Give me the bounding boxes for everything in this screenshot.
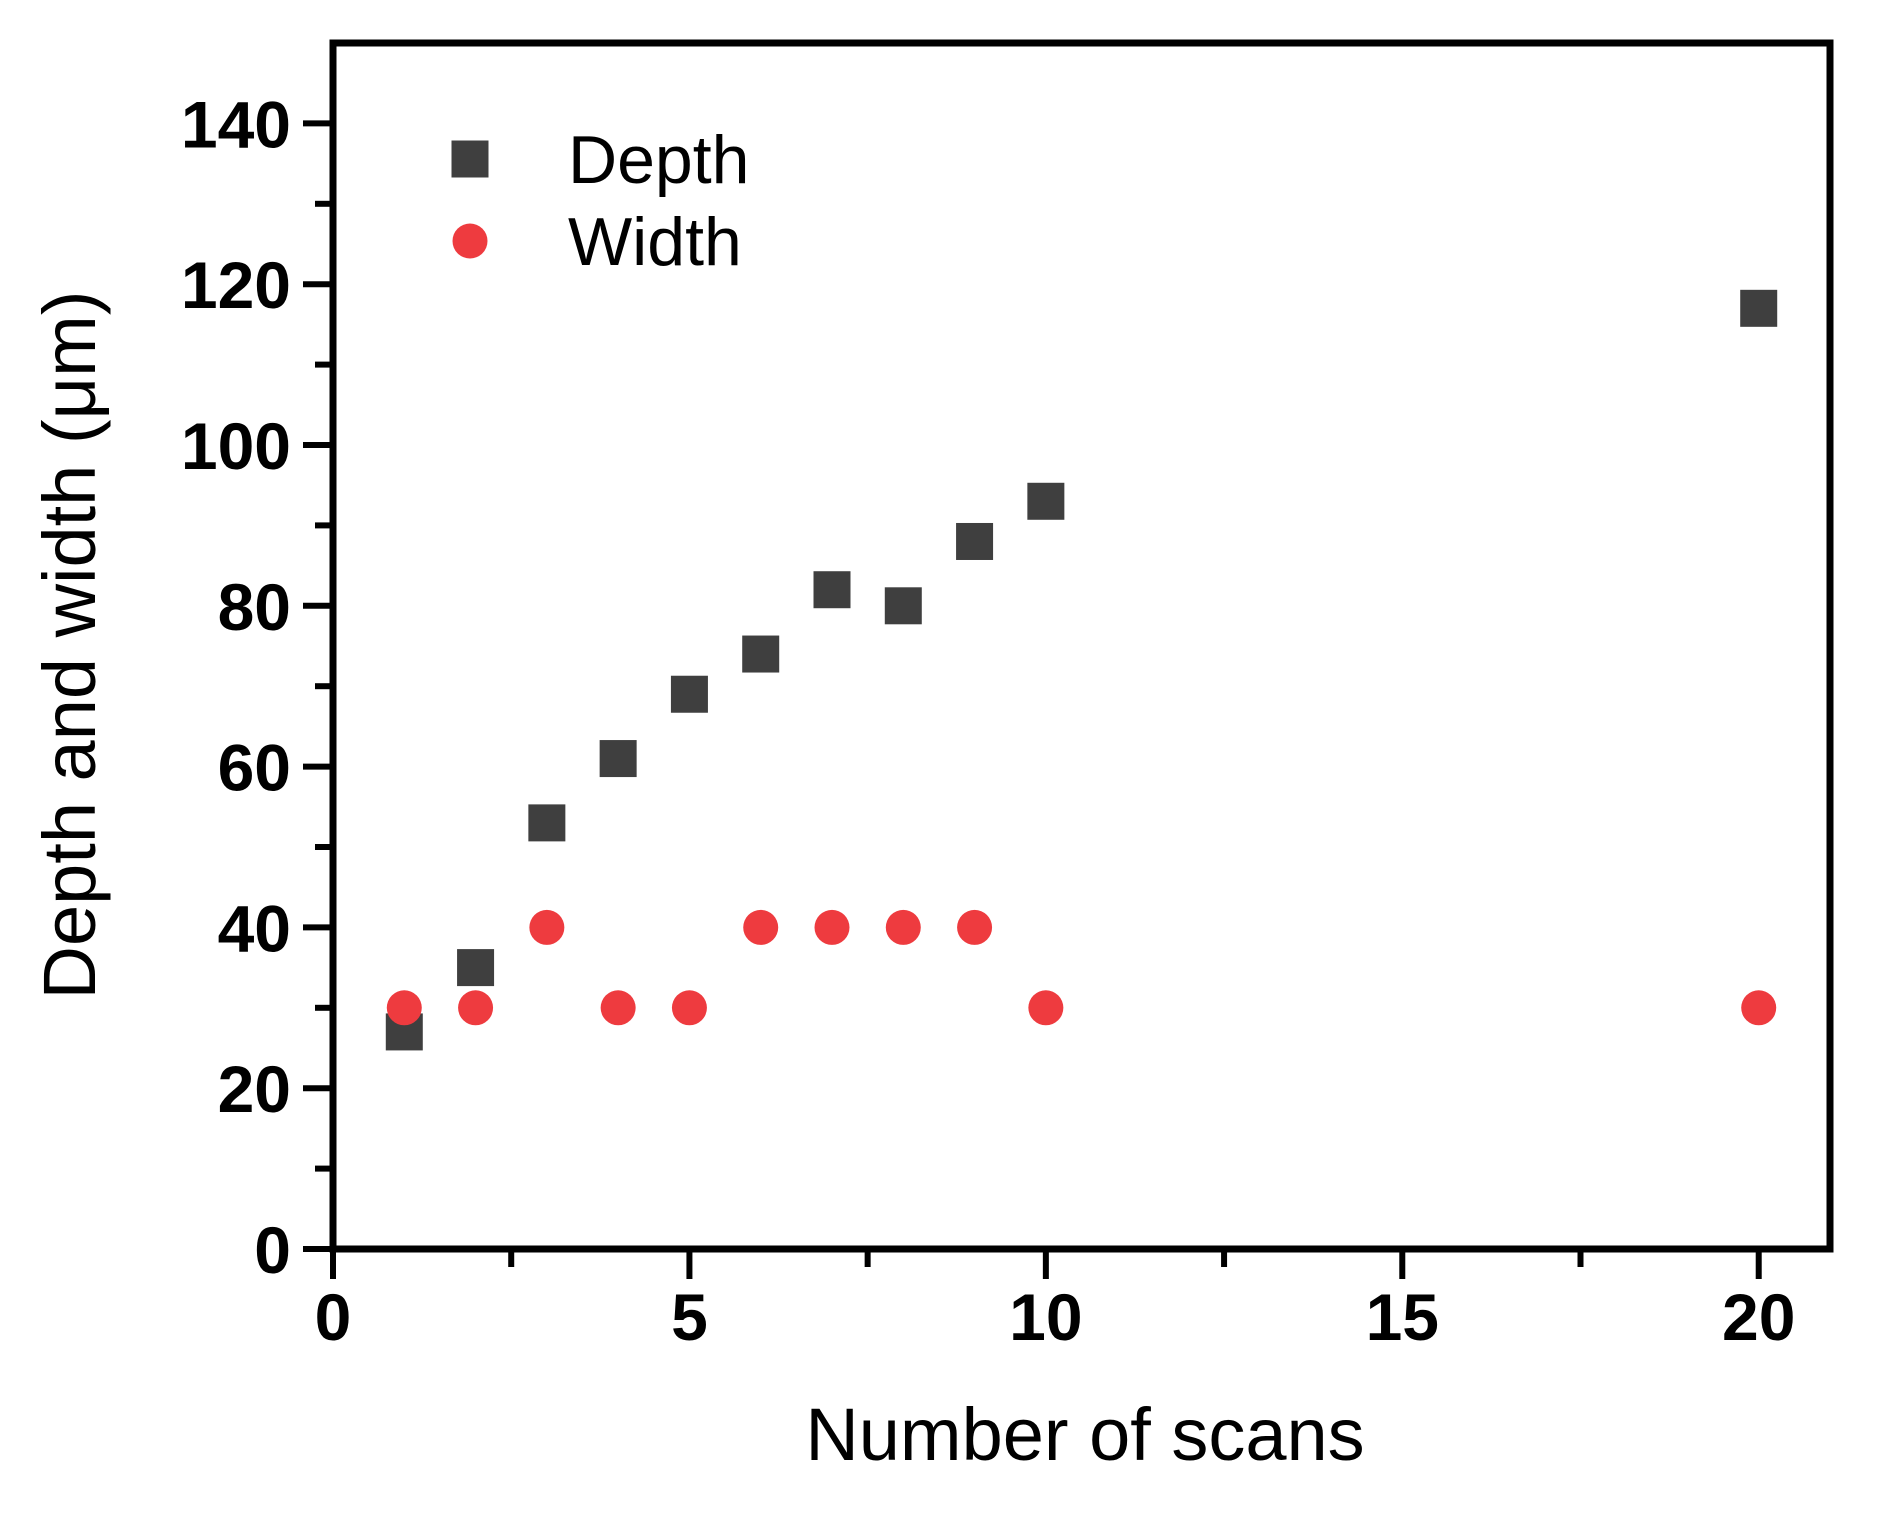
depth-data-point <box>670 675 708 713</box>
y-tick-label: 60 <box>218 731 291 805</box>
x-tick-label: 0 <box>315 1280 352 1354</box>
y-tick-label: 100 <box>181 409 291 483</box>
y-tick-label: 80 <box>218 570 291 644</box>
depth-data-point <box>1027 482 1065 520</box>
axis-ticks: 0 5 10 15 20 0 20 40 60 80 100 120 140 <box>181 87 1796 1354</box>
data-markers <box>385 289 1778 1051</box>
depth-data-point <box>599 740 637 778</box>
width-data-point <box>1028 990 1064 1026</box>
width-data-point <box>671 990 707 1026</box>
depth-data-point <box>884 587 922 625</box>
x-tick-label: 15 <box>1366 1280 1439 1354</box>
legend: Depth Width <box>451 122 749 280</box>
depth-data-point <box>528 804 566 842</box>
x-axis-title: Number of scans <box>805 1393 1364 1476</box>
x-tick-label: 10 <box>1009 1280 1082 1354</box>
width-data-point <box>885 909 921 945</box>
x-tick-label: 5 <box>671 1280 708 1354</box>
legend-depth-marker-icon <box>451 140 489 178</box>
y-tick-label: 140 <box>181 87 291 161</box>
width-data-point <box>743 909 779 945</box>
plot-frame <box>329 39 1834 1253</box>
y-tick-label: 40 <box>218 891 291 965</box>
width-data-point <box>386 990 422 1026</box>
legend-width-marker-icon <box>452 223 488 259</box>
width-data-point <box>1741 990 1777 1026</box>
depth-data-point <box>956 522 994 560</box>
width-data-point <box>814 909 850 945</box>
y-tick-label: 20 <box>218 1052 291 1126</box>
width-data-point <box>600 990 636 1026</box>
y-axis-title: Depth and width (μm) <box>28 291 111 1000</box>
width-data-point <box>529 909 565 945</box>
depth-data-point <box>813 571 851 609</box>
x-tick-label: 20 <box>1722 1280 1795 1354</box>
y-tick-label: 0 <box>254 1213 291 1287</box>
legend-depth-label: Depth <box>568 122 749 198</box>
depth-data-point <box>742 635 780 673</box>
legend-width-label: Width <box>568 204 742 280</box>
width-data-point <box>957 909 993 945</box>
width-data-point <box>458 990 494 1026</box>
y-tick-label: 120 <box>181 248 291 322</box>
depth-data-point <box>457 949 495 987</box>
depth-data-point <box>1740 289 1778 327</box>
